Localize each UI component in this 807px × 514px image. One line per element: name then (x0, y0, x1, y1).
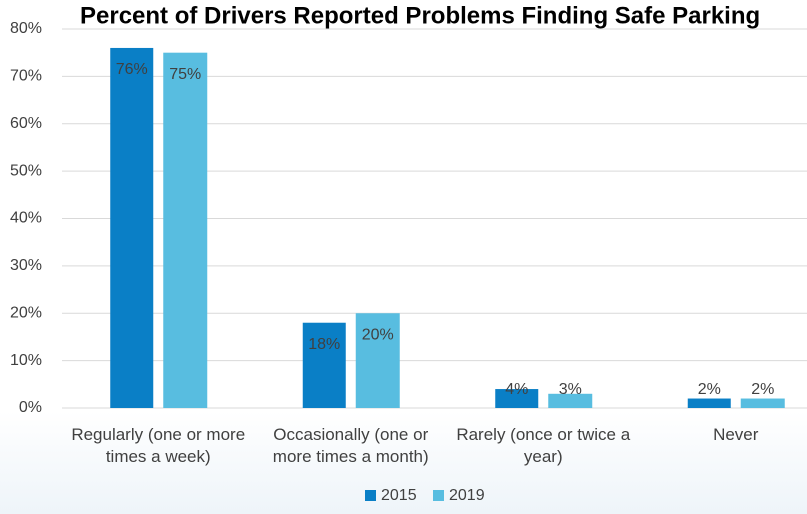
value-label: 76% (116, 61, 148, 78)
x-tick-label: Regularly (one or more times a week) (71, 425, 246, 466)
y-tick-label: 20% (10, 304, 42, 321)
value-label: 75% (169, 66, 201, 83)
y-tick-label: 70% (10, 68, 42, 85)
y-tick-label: 60% (10, 115, 42, 132)
x-tick-label: Never (713, 425, 759, 444)
bar (495, 389, 539, 408)
y-tick-label: 0% (19, 399, 42, 416)
value-label: 2% (698, 381, 721, 398)
y-tick-label: 10% (10, 352, 42, 369)
y-tick-label: 80% (10, 20, 42, 37)
bar (687, 398, 731, 408)
bar (302, 322, 346, 408)
y-tick-label: 30% (10, 257, 42, 274)
bar (740, 398, 785, 408)
x-tick-label: Rarely (once or twice a year) (456, 425, 631, 466)
legend-label: 2015 (381, 487, 417, 504)
chart-title: Percent of Drivers Reported Problems Fin… (80, 2, 760, 29)
value-label: 20% (362, 326, 394, 343)
x-tick-label: Occasionally (one or more times a month) (272, 425, 429, 466)
legend-swatch (433, 490, 444, 501)
value-label: 2% (751, 381, 774, 398)
bar (548, 393, 593, 408)
bar (163, 52, 208, 408)
legend-swatch (365, 490, 376, 501)
legend-label: 2019 (449, 487, 485, 504)
value-label: 18% (308, 336, 340, 353)
value-label: 4% (505, 381, 528, 398)
bar (110, 47, 154, 408)
value-label: 3% (559, 381, 582, 398)
bar (355, 313, 400, 408)
y-tick-label: 50% (10, 162, 42, 179)
y-tick-label: 40% (10, 210, 42, 227)
